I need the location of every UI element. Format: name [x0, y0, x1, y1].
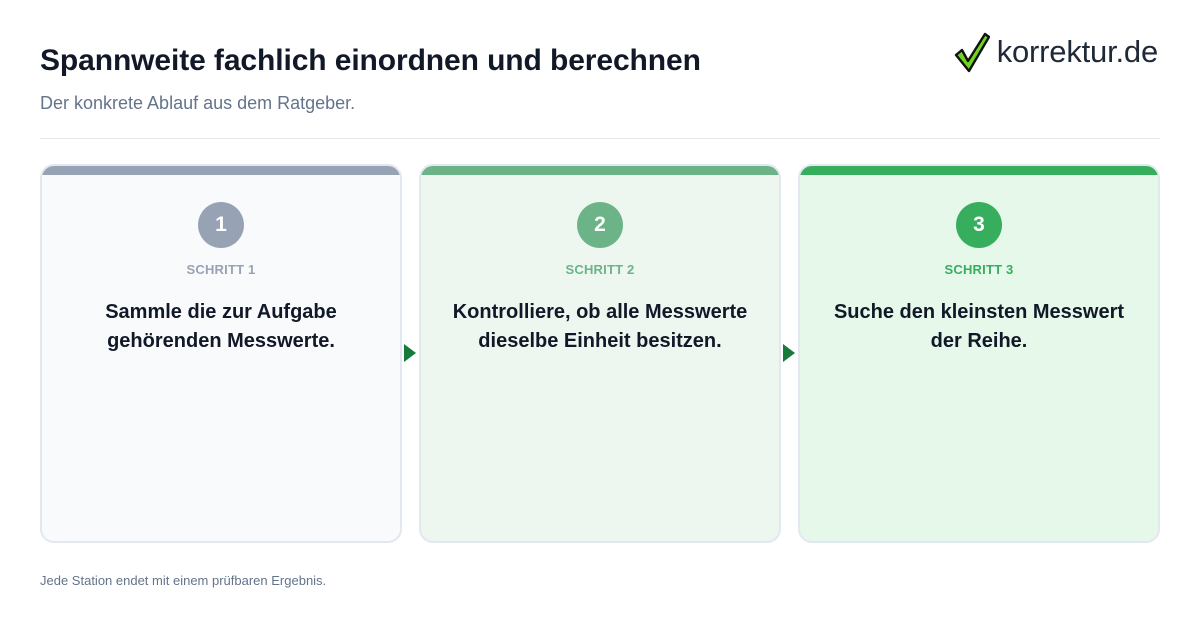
footer-note: Jede Station endet mit einem prüfbaren E… — [40, 573, 327, 588]
page-subtitle: Der konkrete Ablauf aus dem Ratgeber. — [40, 93, 356, 113]
step-number-badge: 2 — [577, 202, 623, 248]
step-card-2: 2 SCHRITT 2 Kontrolliere, ob alle Messwe… — [419, 164, 781, 543]
step-accent-bar — [42, 166, 400, 175]
step-card-3: 3 SCHRITT 3 Suche den kleinsten Messwert… — [798, 164, 1160, 543]
arrow-right-icon — [783, 344, 795, 362]
step-label: SCHRITT 2 — [565, 262, 635, 277]
step-description: Suche den kleinsten Messwert der Reihe. — [833, 301, 1125, 352]
step-description: Sammle die zur Aufgabe gehörenden Messwe… — [105, 301, 337, 352]
checkmark-icon — [954, 32, 990, 73]
step-accent-bar — [800, 166, 1158, 175]
header-divider — [40, 138, 1160, 139]
step-number-badge: 1 — [198, 202, 244, 248]
step-label: SCHRITT 1 — [186, 262, 256, 277]
step-number-badge: 3 — [956, 202, 1002, 248]
arrow-right-icon — [404, 344, 416, 362]
page-title: Spannweite fachlich einordnen und berech… — [40, 44, 701, 77]
step-label: SCHRITT 3 — [944, 262, 1014, 277]
brand-name: korrektur.de — [996, 34, 1158, 69]
step-description: Kontrolliere, ob alle Messwerte dieselbe… — [452, 301, 748, 352]
step-card-1: 1 SCHRITT 1 Sammle die zur Aufgabe gehör… — [40, 164, 402, 543]
brand-logo[interactable]: korrektur.de — [954, 30, 1158, 74]
step-accent-bar — [421, 166, 779, 175]
